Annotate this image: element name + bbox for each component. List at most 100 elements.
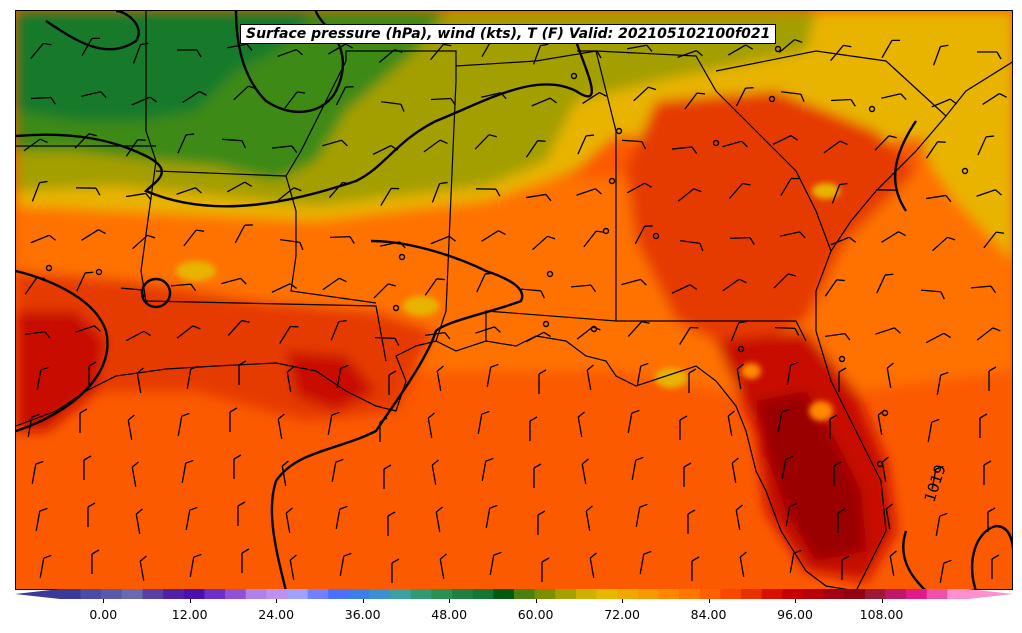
wind-barb xyxy=(736,363,744,389)
wind-barb xyxy=(383,464,392,489)
wind-barb-staff xyxy=(277,187,295,201)
wind-barb-flag xyxy=(687,509,696,515)
wind-barb-flag xyxy=(829,414,838,420)
wind-barb xyxy=(577,134,595,155)
wind-barb-staff xyxy=(825,332,845,338)
wind-barb-staff xyxy=(781,459,787,479)
calm-18 xyxy=(737,345,745,353)
calm-1 xyxy=(570,72,578,80)
wind-barb xyxy=(135,508,143,534)
wind-barb xyxy=(778,38,803,53)
wind-barb-flag xyxy=(641,141,647,150)
wind-barb-staff xyxy=(583,230,597,248)
wind-barb-flag xyxy=(147,234,156,239)
wind-barb-staff xyxy=(136,373,142,393)
wind-barb xyxy=(76,271,94,292)
wind-barb xyxy=(838,367,847,392)
wind-barb-flag xyxy=(439,181,448,185)
map-frame: 1019 Surface pressure (hPa), wind (kts),… xyxy=(15,10,1013,590)
wind-barb xyxy=(875,327,901,335)
spot-6 xyxy=(176,261,216,281)
colorbar-segment xyxy=(555,589,577,599)
colorbar-segment xyxy=(844,589,866,599)
wind-barb-flag xyxy=(549,97,558,104)
wind-barb xyxy=(977,51,1002,60)
colorbar-tick-label: 96.00 xyxy=(777,607,813,622)
isobar-1 xyxy=(16,40,593,208)
wind-barb xyxy=(876,273,894,294)
colorbar-segment xyxy=(782,589,804,599)
wind-barb xyxy=(322,277,347,291)
wind-barb-staff xyxy=(585,511,591,531)
wind-barb-flag xyxy=(241,319,250,323)
colorbar-segment xyxy=(679,589,701,599)
wind-barb xyxy=(237,501,246,526)
wind-barb xyxy=(987,507,996,532)
calm-8 xyxy=(608,177,616,185)
wind-barb xyxy=(127,414,135,440)
wind-barb-flag xyxy=(599,91,607,97)
wind-barb-flag xyxy=(238,360,247,366)
wind-barb xyxy=(485,504,498,528)
wind-barb-staff xyxy=(976,327,994,341)
wind-barb-flag xyxy=(186,133,195,136)
wind-barb-staff xyxy=(785,506,791,526)
wind-barb-flag xyxy=(996,231,1005,234)
wind-barb-flag xyxy=(738,278,747,284)
wind-barb-flag xyxy=(545,194,552,202)
wind-barb-staff xyxy=(234,224,246,244)
wind-barb-flag xyxy=(540,43,549,47)
wind-barb-flag xyxy=(640,362,649,367)
wind-barb-flag xyxy=(596,230,605,233)
colorbar-segment xyxy=(142,589,164,599)
wind-barb xyxy=(486,363,499,387)
wind-barb-staff xyxy=(435,512,441,532)
wind-barb-flag xyxy=(450,98,456,106)
wind-barb-flag xyxy=(992,327,1001,332)
wind-barb-staff xyxy=(286,372,292,392)
colorbar-tick-label: 60.00 xyxy=(517,607,554,622)
wind-barb xyxy=(881,231,906,243)
calm-19 xyxy=(838,355,846,363)
colorbar-segment xyxy=(183,589,206,599)
wind-barb-flag xyxy=(241,548,250,554)
wind-barb-flag xyxy=(937,141,946,143)
wind-barb-flag xyxy=(749,237,755,245)
calm-9 xyxy=(602,227,610,235)
wind-barb-staff xyxy=(335,86,347,106)
wind-barb xyxy=(139,555,147,581)
border-7 xyxy=(715,50,947,117)
wind-barb xyxy=(271,145,298,153)
wind-barb xyxy=(781,455,794,479)
wind-barb xyxy=(691,556,700,581)
wind-barb-staff xyxy=(680,239,700,245)
wind-barb xyxy=(120,287,145,298)
wind-barb xyxy=(430,235,457,245)
wind-barb xyxy=(391,558,400,583)
wind-barb xyxy=(830,44,852,62)
wind-barb-flag xyxy=(793,549,802,554)
wind-barb xyxy=(773,273,797,289)
wind-barb-flag xyxy=(143,330,151,337)
colorbar-tick-mark xyxy=(881,599,883,603)
wind-barb-staff xyxy=(925,141,939,159)
wind-barb-flag xyxy=(149,96,158,103)
wind-barb xyxy=(982,92,1007,105)
wind-barb xyxy=(30,42,52,60)
calm-12 xyxy=(398,253,406,261)
wind-barb xyxy=(680,239,704,252)
wind-barb-flag xyxy=(640,278,647,286)
colorbar-segment xyxy=(637,589,660,599)
wind-barb-flag xyxy=(939,512,948,517)
wind-barb-staff xyxy=(132,234,148,250)
colorbar-segment xyxy=(245,589,267,599)
wind-barb xyxy=(27,413,40,437)
wind-barb-staff xyxy=(920,289,942,293)
wind-barb-flag xyxy=(98,229,106,235)
wind-barb xyxy=(932,44,949,66)
wind-barb xyxy=(221,138,247,149)
wind-barb-staff xyxy=(636,366,642,386)
wind-barb-staff xyxy=(931,469,937,489)
wind-barb-staff xyxy=(30,42,44,60)
wind-barb xyxy=(277,413,285,439)
